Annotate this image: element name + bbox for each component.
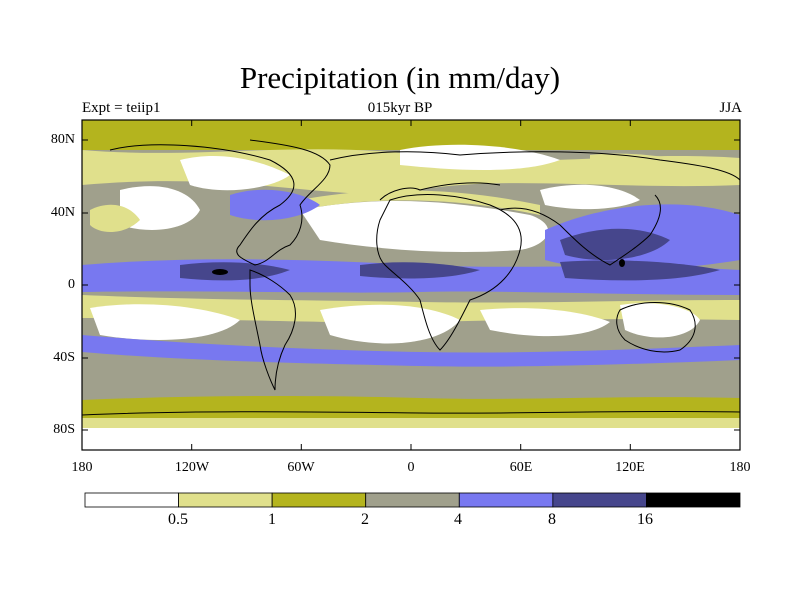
axis-ticks [81, 120, 741, 450]
colorbar-box [458, 492, 554, 508]
lat-label-40n: 40N [50, 205, 75, 220]
precip-field [82, 120, 740, 450]
colorbar-label: 4 [454, 511, 462, 528]
colorbar-box [84, 492, 179, 508]
lat-label-eq: 0 [68, 277, 75, 292]
colorbar-label: 8 [548, 511, 556, 528]
lon-label-180e: 180 [729, 460, 751, 475]
coastlines [82, 139, 740, 416]
lon-label-60w: 60W [287, 460, 315, 475]
lon-label-180w: 180 [71, 460, 93, 475]
lat-label-40s: 40S [53, 350, 75, 365]
colorbar-label: 16 [637, 511, 653, 528]
lat-label-80s: 80S [53, 422, 75, 437]
colorbar-box [271, 492, 367, 508]
lon-label-120w: 120W [174, 460, 210, 475]
lon-label-60e: 60E [509, 460, 533, 475]
season-label: JJA [719, 100, 742, 116]
chart-title: Precipitation (in mm/day) [239, 60, 561, 95]
time-period-label: 015kyr BP [367, 100, 433, 116]
colorbar-box [552, 492, 647, 508]
colorbar [84, 492, 741, 508]
colorbar-label: 2 [361, 511, 369, 528]
colorbar-label: 1 [268, 511, 276, 528]
lon-label-120e: 120E [615, 460, 645, 475]
experiment-label: Expt = teiip1 [82, 100, 161, 116]
lon-label-0: 0 [407, 460, 415, 475]
lat-label-80n: 80N [50, 132, 75, 147]
colorbar-box [365, 492, 460, 508]
colorbar-box [646, 492, 741, 508]
colorbar-box [178, 492, 273, 508]
colorbar-label: 0.5 [168, 511, 188, 528]
